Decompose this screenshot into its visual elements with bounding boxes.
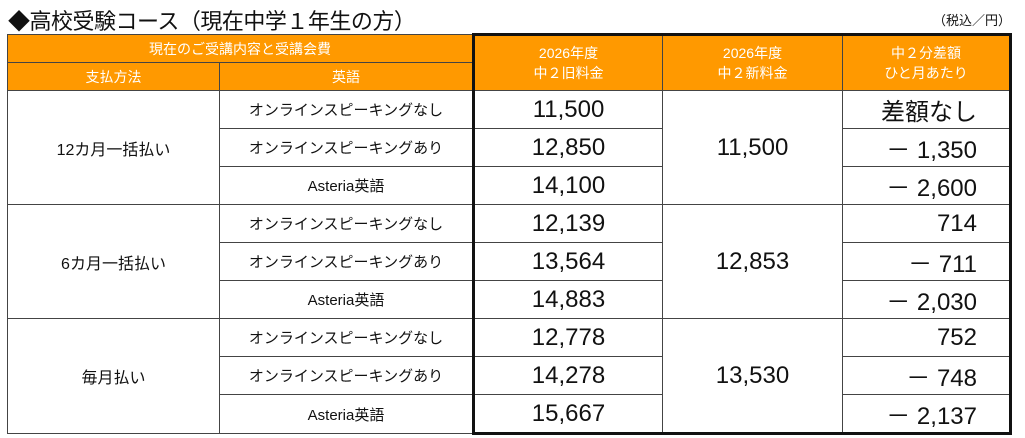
new-fee: 11,500 — [662, 90, 843, 205]
payment-method: 6カ月一括払い — [7, 204, 220, 319]
header-current-course: 現在のご受講内容と受講会費 — [7, 34, 474, 63]
english-option: オンラインスピーキングなし — [219, 204, 474, 243]
english-option: オンラインスピーキングあり — [219, 242, 474, 281]
tax-unit-note: （税込／円） — [932, 13, 1011, 28]
old-fee: 15,667 — [472, 394, 663, 435]
table-row: Asteria英語 15,667 － 2,137 — [8, 394, 1012, 435]
monthly-diff: － 2,030 — [842, 280, 1012, 319]
monthly-diff: － 2,137 — [842, 394, 1012, 435]
header-payment-method: 支払方法 — [7, 62, 220, 91]
table-row: 毎月払い オンラインスピーキングなし 12,778 13,530 752 — [7, 318, 1012, 435]
table-row: Asteria英語 14,883 － 2,030 — [8, 280, 1012, 319]
old-fee: 13,564 — [472, 242, 663, 281]
monthly-diff: 差額なし — [842, 90, 1012, 129]
old-fee: 14,100 — [472, 166, 663, 205]
english-option: オンラインスピーキングあり — [219, 356, 474, 395]
old-fee: 14,883 — [472, 280, 663, 319]
table-row: Asteria英語 14,100 － 2,600 — [8, 166, 1012, 205]
english-option: オンラインスピーキングあり — [219, 128, 474, 167]
header-new-fee: 2026年度 中２新料金 — [662, 33, 843, 91]
monthly-diff: 752 — [842, 318, 1012, 357]
payment-method: 毎月払い — [7, 318, 220, 434]
table-row: オンラインスピーキングあり 12,850 － 1,350 — [8, 128, 1012, 167]
header-monthly-diff: 中２分差額 ひと月あたり — [842, 33, 1012, 91]
monthly-diff: － 1,350 — [842, 128, 1012, 167]
price-table: 現在のご受講内容と受講会費 2026年度 中２旧料金 2026年度 中２新料金 中２… — [7, 33, 1012, 435]
new-fee: 12,853 — [662, 204, 843, 319]
old-fee: 12,778 — [472, 318, 663, 357]
table-row: 6カ月一括払い オンラインスピーキングなし 12,139 12,853 714 — [7, 204, 1012, 319]
english-option: Asteria英語 — [219, 166, 474, 205]
header-old-fee: 2026年度 中２旧料金 — [472, 33, 663, 91]
monthly-diff: 714 — [842, 204, 1012, 243]
table-row: 12カ月一括払い オンラインスピーキングなし 11,500 11,500 差額なし — [7, 90, 1012, 205]
monthly-diff: － 711 — [842, 242, 1012, 281]
payment-method: 12カ月一括払い — [7, 90, 220, 205]
english-option: オンラインスピーキングなし — [219, 318, 474, 357]
old-fee: 12,139 — [472, 204, 663, 243]
english-option: Asteria英語 — [219, 280, 474, 319]
header-english: 英語 — [219, 62, 474, 91]
old-fee: 11,500 — [472, 90, 663, 129]
page-title: ◆高校受験コース（現在中学１年生の方） — [8, 9, 416, 34]
new-fee: 13,530 — [662, 318, 843, 435]
english-option: Asteria英語 — [219, 394, 474, 434]
monthly-diff: － 2,600 — [842, 166, 1012, 205]
english-option: オンラインスピーキングなし — [219, 90, 474, 129]
monthly-diff: － 748 — [842, 356, 1012, 395]
old-fee: 12,850 — [472, 128, 663, 167]
old-fee: 14,278 — [472, 356, 663, 395]
table-row: オンラインスピーキングあり 13,564 － 711 — [8, 242, 1012, 281]
